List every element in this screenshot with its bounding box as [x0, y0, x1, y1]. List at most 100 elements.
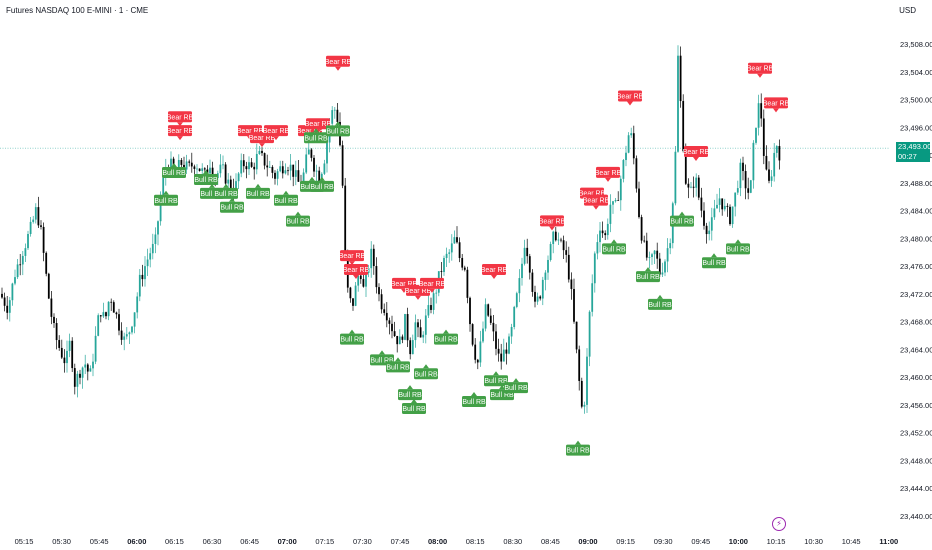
label-text: Bull RB — [670, 219, 694, 226]
candle-body — [549, 244, 552, 260]
candle-body — [430, 305, 432, 310]
candle-body — [396, 336, 399, 345]
bull-rb-label: Bull RB — [462, 392, 486, 408]
label-text: Bull RB — [370, 357, 394, 364]
label-pointer — [163, 190, 169, 195]
candle-body — [281, 166, 284, 174]
candle-body — [591, 283, 594, 312]
y-tick-label: 23,472.00 — [900, 290, 932, 299]
candle-body — [487, 304, 490, 316]
candle-body — [112, 302, 115, 313]
label-text: Bull RB — [246, 191, 270, 198]
label-text: Bear RB — [343, 267, 370, 274]
candle-body — [765, 155, 768, 170]
candle-body — [586, 356, 588, 405]
label-text: Bear RB — [481, 267, 508, 274]
candle-body — [656, 250, 659, 259]
candle-body — [721, 198, 724, 210]
label-box — [702, 257, 726, 269]
candle-body — [695, 177, 698, 188]
candle-body — [417, 322, 419, 328]
candle-body — [526, 247, 529, 257]
candle-body — [601, 230, 604, 234]
candle-body — [206, 169, 209, 174]
label-pointer — [203, 169, 209, 174]
x-tick-label: 07:30 — [353, 537, 372, 546]
y-tick-label: 23,448.00 — [900, 456, 932, 465]
label-text: Bull RB — [636, 274, 660, 281]
candle-body — [622, 160, 625, 179]
candle-body — [723, 205, 726, 210]
candle-body — [354, 285, 357, 306]
label-text: Bear RB — [339, 253, 366, 260]
candle-body — [274, 172, 276, 179]
label-pointer — [627, 101, 633, 106]
candle-body — [463, 267, 466, 270]
candle-body — [71, 340, 74, 369]
x-tick-label: 05:45 — [90, 537, 109, 546]
candle-body — [393, 331, 396, 337]
candle-body — [55, 323, 58, 341]
candle-body — [523, 247, 526, 264]
candle-body — [391, 323, 393, 332]
label-box — [504, 382, 528, 394]
candle-body — [385, 312, 388, 321]
candle-body — [380, 294, 383, 310]
candle-body — [258, 150, 261, 154]
candle-body — [305, 154, 308, 173]
candle-body — [125, 334, 128, 337]
candle-body — [276, 171, 279, 179]
candle-body — [11, 283, 14, 301]
bull-rb-label: Bull RB — [246, 183, 270, 199]
candle-body — [508, 336, 510, 354]
candle-body — [604, 233, 607, 236]
candle-body — [705, 225, 708, 235]
candle-body — [302, 172, 305, 186]
label-box — [246, 187, 270, 199]
label-pointer — [471, 392, 477, 397]
label-box — [414, 368, 438, 380]
bull-rb-label: Bull RB — [214, 183, 238, 199]
candle-body — [752, 142, 755, 181]
candle-body — [398, 336, 401, 345]
candle-body — [726, 205, 729, 207]
label-text: Bear RB — [263, 128, 290, 135]
candle-body — [99, 315, 102, 317]
x-tick-label: 10:15 — [767, 537, 786, 546]
x-tick-label: 09:00 — [578, 537, 597, 546]
candle-body — [107, 301, 110, 317]
candle-body — [469, 297, 471, 325]
x-tick-label: 09:30 — [654, 537, 673, 546]
candle-body — [34, 207, 37, 220]
candle-body — [352, 298, 354, 306]
label-box — [726, 243, 750, 255]
candle-body — [131, 326, 133, 333]
label-text: Bull RB — [310, 184, 334, 191]
label-box — [636, 271, 660, 283]
candle-body — [669, 243, 672, 249]
candle-body — [313, 157, 315, 172]
candle-body — [24, 248, 27, 256]
candle-body — [40, 225, 42, 227]
bear-rb-label: Bear RB — [167, 125, 194, 141]
candle-body — [710, 217, 713, 231]
bear-rb-label: Bear RB — [339, 250, 366, 266]
label-pointer — [313, 128, 319, 133]
label-pointer — [349, 261, 355, 266]
candle-body — [716, 204, 718, 209]
candle-body — [552, 231, 555, 245]
candle-body — [123, 336, 126, 340]
candle-body — [440, 271, 443, 273]
label-box — [344, 264, 368, 275]
lightning-icon[interactable]: ⚡ — [772, 517, 786, 531]
candle-body — [27, 233, 29, 249]
candle-body — [466, 269, 469, 298]
candle-body — [521, 263, 523, 279]
y-tick-label: 23,504.00 — [900, 68, 932, 77]
label-text: Bull RB — [286, 219, 310, 226]
candle-body — [679, 55, 682, 102]
candle-body — [775, 146, 778, 153]
bull-rb-label: Bull RB — [386, 357, 410, 373]
candle-body — [209, 167, 211, 174]
